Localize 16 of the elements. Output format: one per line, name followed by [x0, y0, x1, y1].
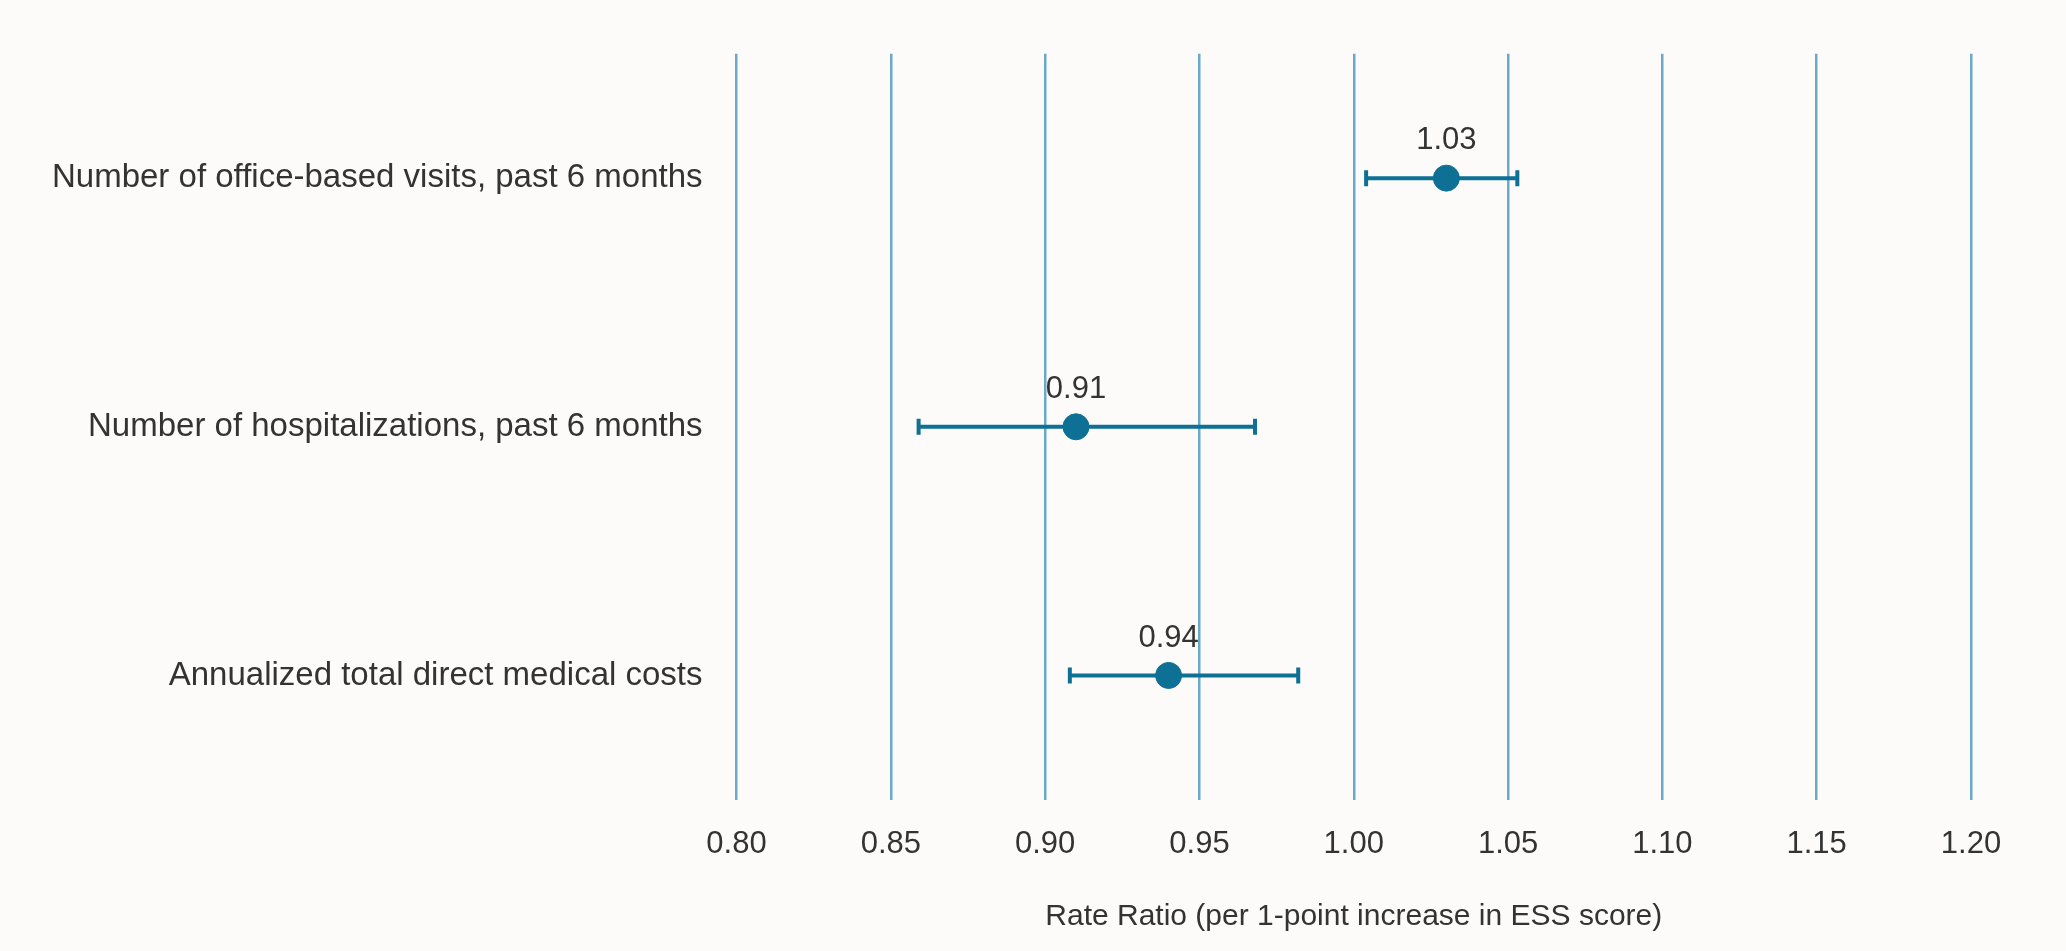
x-tick-label: 1.00 [1323, 824, 1384, 860]
data-label: 0.94 [1138, 618, 1199, 654]
data-label: 0.91 [1045, 369, 1107, 405]
data-label: 1.03 [1416, 121, 1477, 157]
y-tick-label: Number of hospitalizations, past 6 months [88, 405, 703, 443]
x-tick-label: 1.05 [1477, 824, 1539, 860]
y-tick-label: Annualized total direct medical costs [168, 654, 703, 692]
x-tick-label: 0.95 [1169, 824, 1230, 860]
x-tick-label: 1.10 [1632, 824, 1693, 860]
x-tick-label: 0.85 [860, 824, 922, 860]
x-tick-label: 0.80 [706, 824, 767, 860]
x-tick-label: 1.20 [1940, 824, 2002, 860]
x-tick-label: 1.15 [1786, 824, 1847, 860]
x-tick-label: 0.90 [1014, 824, 1076, 860]
x-axis-title: Rate Ratio (per 1-point increase in ESS score) [1045, 898, 1663, 932]
y-tick-label: Number of office-based visits, past 6 months [51, 157, 703, 195]
